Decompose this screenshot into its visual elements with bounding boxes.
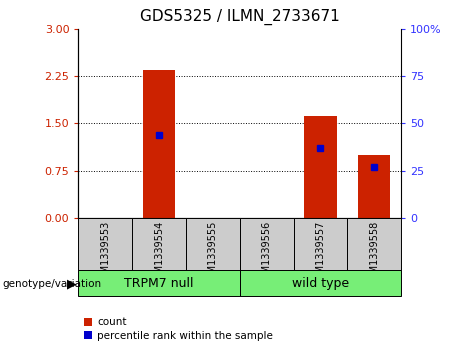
Title: GDS5325 / ILMN_2733671: GDS5325 / ILMN_2733671 (140, 9, 340, 25)
Text: GSM1339558: GSM1339558 (369, 220, 379, 286)
Bar (304, 116, 337, 218)
Bar (240, 270, 401, 296)
Text: GSM1339557: GSM1339557 (315, 220, 325, 286)
Bar (240, 218, 294, 270)
Text: TRPM7 null: TRPM7 null (124, 277, 194, 290)
Bar (78, 270, 240, 296)
Bar (186, 218, 240, 270)
Bar (347, 218, 401, 270)
Text: ▶: ▶ (67, 277, 76, 290)
Text: wild type: wild type (292, 277, 349, 290)
Legend: count, percentile rank within the sample: count, percentile rank within the sample (83, 317, 273, 340)
Text: GSM1339556: GSM1339556 (261, 220, 272, 286)
Bar (294, 218, 347, 270)
Text: GSM1339554: GSM1339554 (154, 220, 164, 286)
Text: genotype/variation: genotype/variation (2, 279, 101, 289)
Bar (143, 70, 175, 218)
Bar (358, 155, 390, 218)
Text: GSM1339555: GSM1339555 (208, 220, 218, 286)
Bar (132, 218, 186, 270)
Bar (78, 218, 132, 270)
Text: GSM1339553: GSM1339553 (100, 220, 110, 286)
